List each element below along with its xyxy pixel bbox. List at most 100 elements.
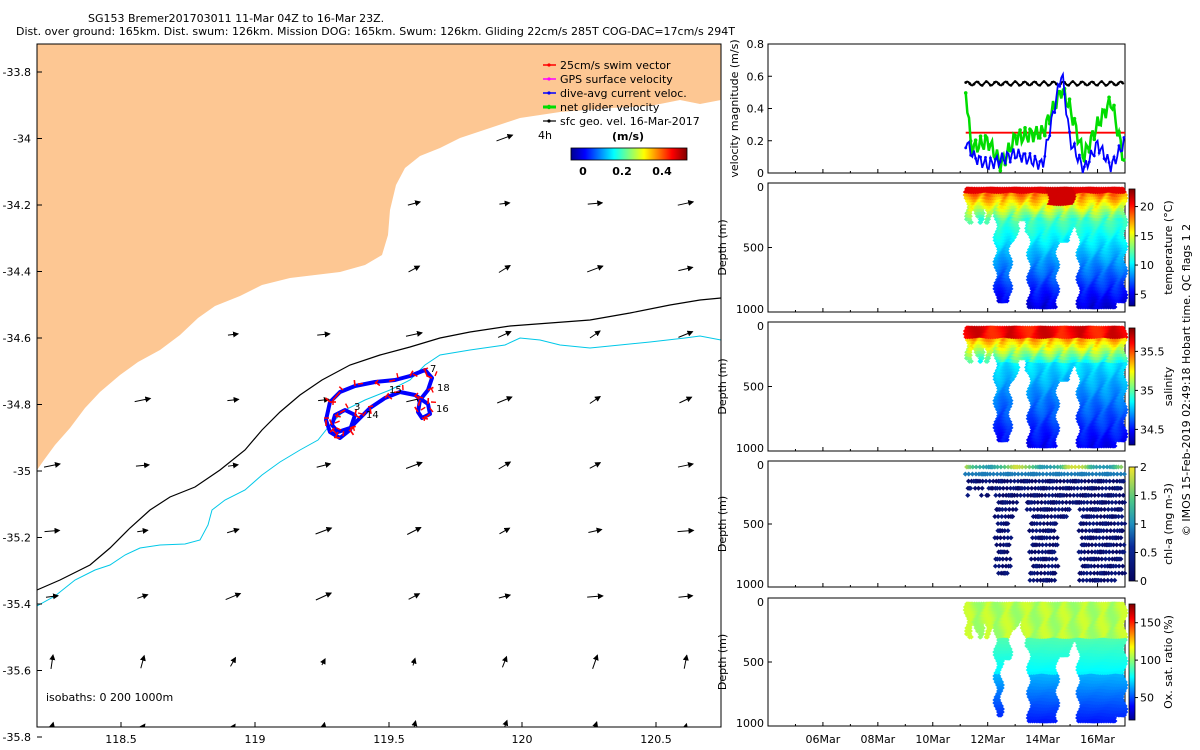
swim-vector <box>357 382 364 385</box>
y-tick-label: 500 <box>743 381 764 394</box>
data-point <box>1108 80 1112 84</box>
swim-vector <box>367 405 374 408</box>
velocity-arrow <box>497 396 513 404</box>
colorbar-label: temperature (°C) <box>1162 200 1175 294</box>
velocity-arrow <box>134 396 152 403</box>
lat-tick-label: -33.8 <box>3 66 31 79</box>
isobath-200m <box>37 297 721 591</box>
data-point <box>1023 125 1027 130</box>
panel-ylabel: Depth (m) <box>716 219 729 275</box>
data-point <box>1071 80 1075 83</box>
swim-vector <box>426 374 433 379</box>
swim-vector <box>423 415 426 422</box>
velocity-arrow <box>589 395 601 404</box>
velocity-arrow <box>320 658 326 666</box>
dive-label-3: 3 <box>354 402 360 413</box>
data-point <box>969 153 973 157</box>
data-point <box>1097 122 1101 127</box>
data-point <box>1008 149 1013 153</box>
velocity-arrow <box>225 592 242 601</box>
data-point <box>1023 152 1027 156</box>
swim-vector <box>338 386 344 391</box>
y-tick-label: 0.6 <box>747 70 765 83</box>
swim-vector <box>324 397 331 403</box>
data-point <box>984 155 987 159</box>
data-point <box>1038 83 1042 87</box>
data-point <box>988 142 993 147</box>
data-point <box>1079 80 1083 84</box>
velocity-arrow <box>498 461 512 470</box>
swim-vector <box>357 412 364 415</box>
swim-vector <box>354 408 358 416</box>
data-point <box>993 81 996 84</box>
colorbar-tick-label: 10 <box>1140 259 1154 272</box>
data-point <box>1013 80 1017 83</box>
data-point <box>1033 131 1037 136</box>
swim-vector <box>333 436 341 439</box>
data-point <box>1001 82 1005 86</box>
swim-vector <box>369 407 372 415</box>
data-point <box>1030 82 1034 86</box>
data-point <box>1077 139 1082 144</box>
data-point <box>972 82 976 86</box>
y-tick-label: 1000 <box>736 303 764 316</box>
swim-vector <box>334 414 341 418</box>
data-point <box>1028 152 1032 155</box>
track-line <box>324 368 434 440</box>
velocity-arrow <box>227 462 239 469</box>
swim-vector <box>418 395 424 399</box>
lat-tick-label: -34.6 <box>3 332 31 345</box>
y-tick-label: 0.4 <box>747 103 765 116</box>
data-point <box>1013 156 1017 160</box>
velocity-arrow <box>498 264 511 273</box>
velocity-arrow <box>678 330 694 338</box>
swim-vector <box>423 367 429 371</box>
data-point <box>1043 155 1047 158</box>
time-tick-label: 06Mar <box>806 733 841 746</box>
time-tick-label: 16Mar <box>1080 733 1115 746</box>
swim-vector <box>353 379 356 387</box>
swim-vector <box>332 429 337 435</box>
swim-vector <box>388 379 396 383</box>
panel-ylabel: Depth (m) <box>716 496 729 552</box>
velocity-arrow <box>44 527 61 534</box>
map-longitude-ticks: 118.5 119 119.5 120 120.5 <box>105 722 672 746</box>
lon-tick-label: 119.5 <box>373 733 405 746</box>
velocity-arrow <box>315 592 333 601</box>
plot-title: SG153 Bremer201703011 11-Mar 04Z to 16-M… <box>88 12 385 25</box>
isobaths-label: isobaths: 0 200 1000m <box>46 691 173 704</box>
data-point <box>964 146 968 150</box>
velocity-arrow <box>678 593 694 600</box>
data-point <box>1008 160 1012 164</box>
velocity-arrow <box>498 593 512 600</box>
data-point <box>983 134 988 138</box>
velocity-arrow <box>587 265 604 273</box>
legend-dive-avg-current: dive-avg current veloc. <box>543 87 687 100</box>
data-point <box>1102 108 1106 113</box>
data-point <box>1050 80 1054 84</box>
map-legend: 25cm/s swim vector GPS surface velocity … <box>538 59 700 142</box>
data-point <box>978 134 983 138</box>
time-series-panels: velocity magnitude (m/s) Depth (m) Depth (… <box>716 38 1175 746</box>
velocity-arrow <box>405 330 423 337</box>
data-point <box>1104 83 1108 87</box>
data-point <box>974 156 978 160</box>
velocity-arrow <box>679 396 693 404</box>
data-point <box>1034 80 1038 84</box>
data-point <box>1122 136 1126 139</box>
data-point <box>1063 93 1066 96</box>
swim-vector <box>384 392 390 399</box>
panel-ylabel: velocity magnitude (m/s) <box>728 39 741 177</box>
data-point <box>1038 136 1042 140</box>
data-point <box>1058 84 1062 88</box>
swim-vector <box>354 414 361 419</box>
data-point <box>1075 83 1079 87</box>
data-point <box>963 91 968 95</box>
data-point <box>1068 130 1071 134</box>
data-point <box>1018 128 1022 132</box>
data-point <box>1082 165 1086 169</box>
time-tick-label: 08Mar <box>860 733 895 746</box>
y-tick-label: 0 <box>757 181 764 194</box>
data-point <box>973 138 978 143</box>
